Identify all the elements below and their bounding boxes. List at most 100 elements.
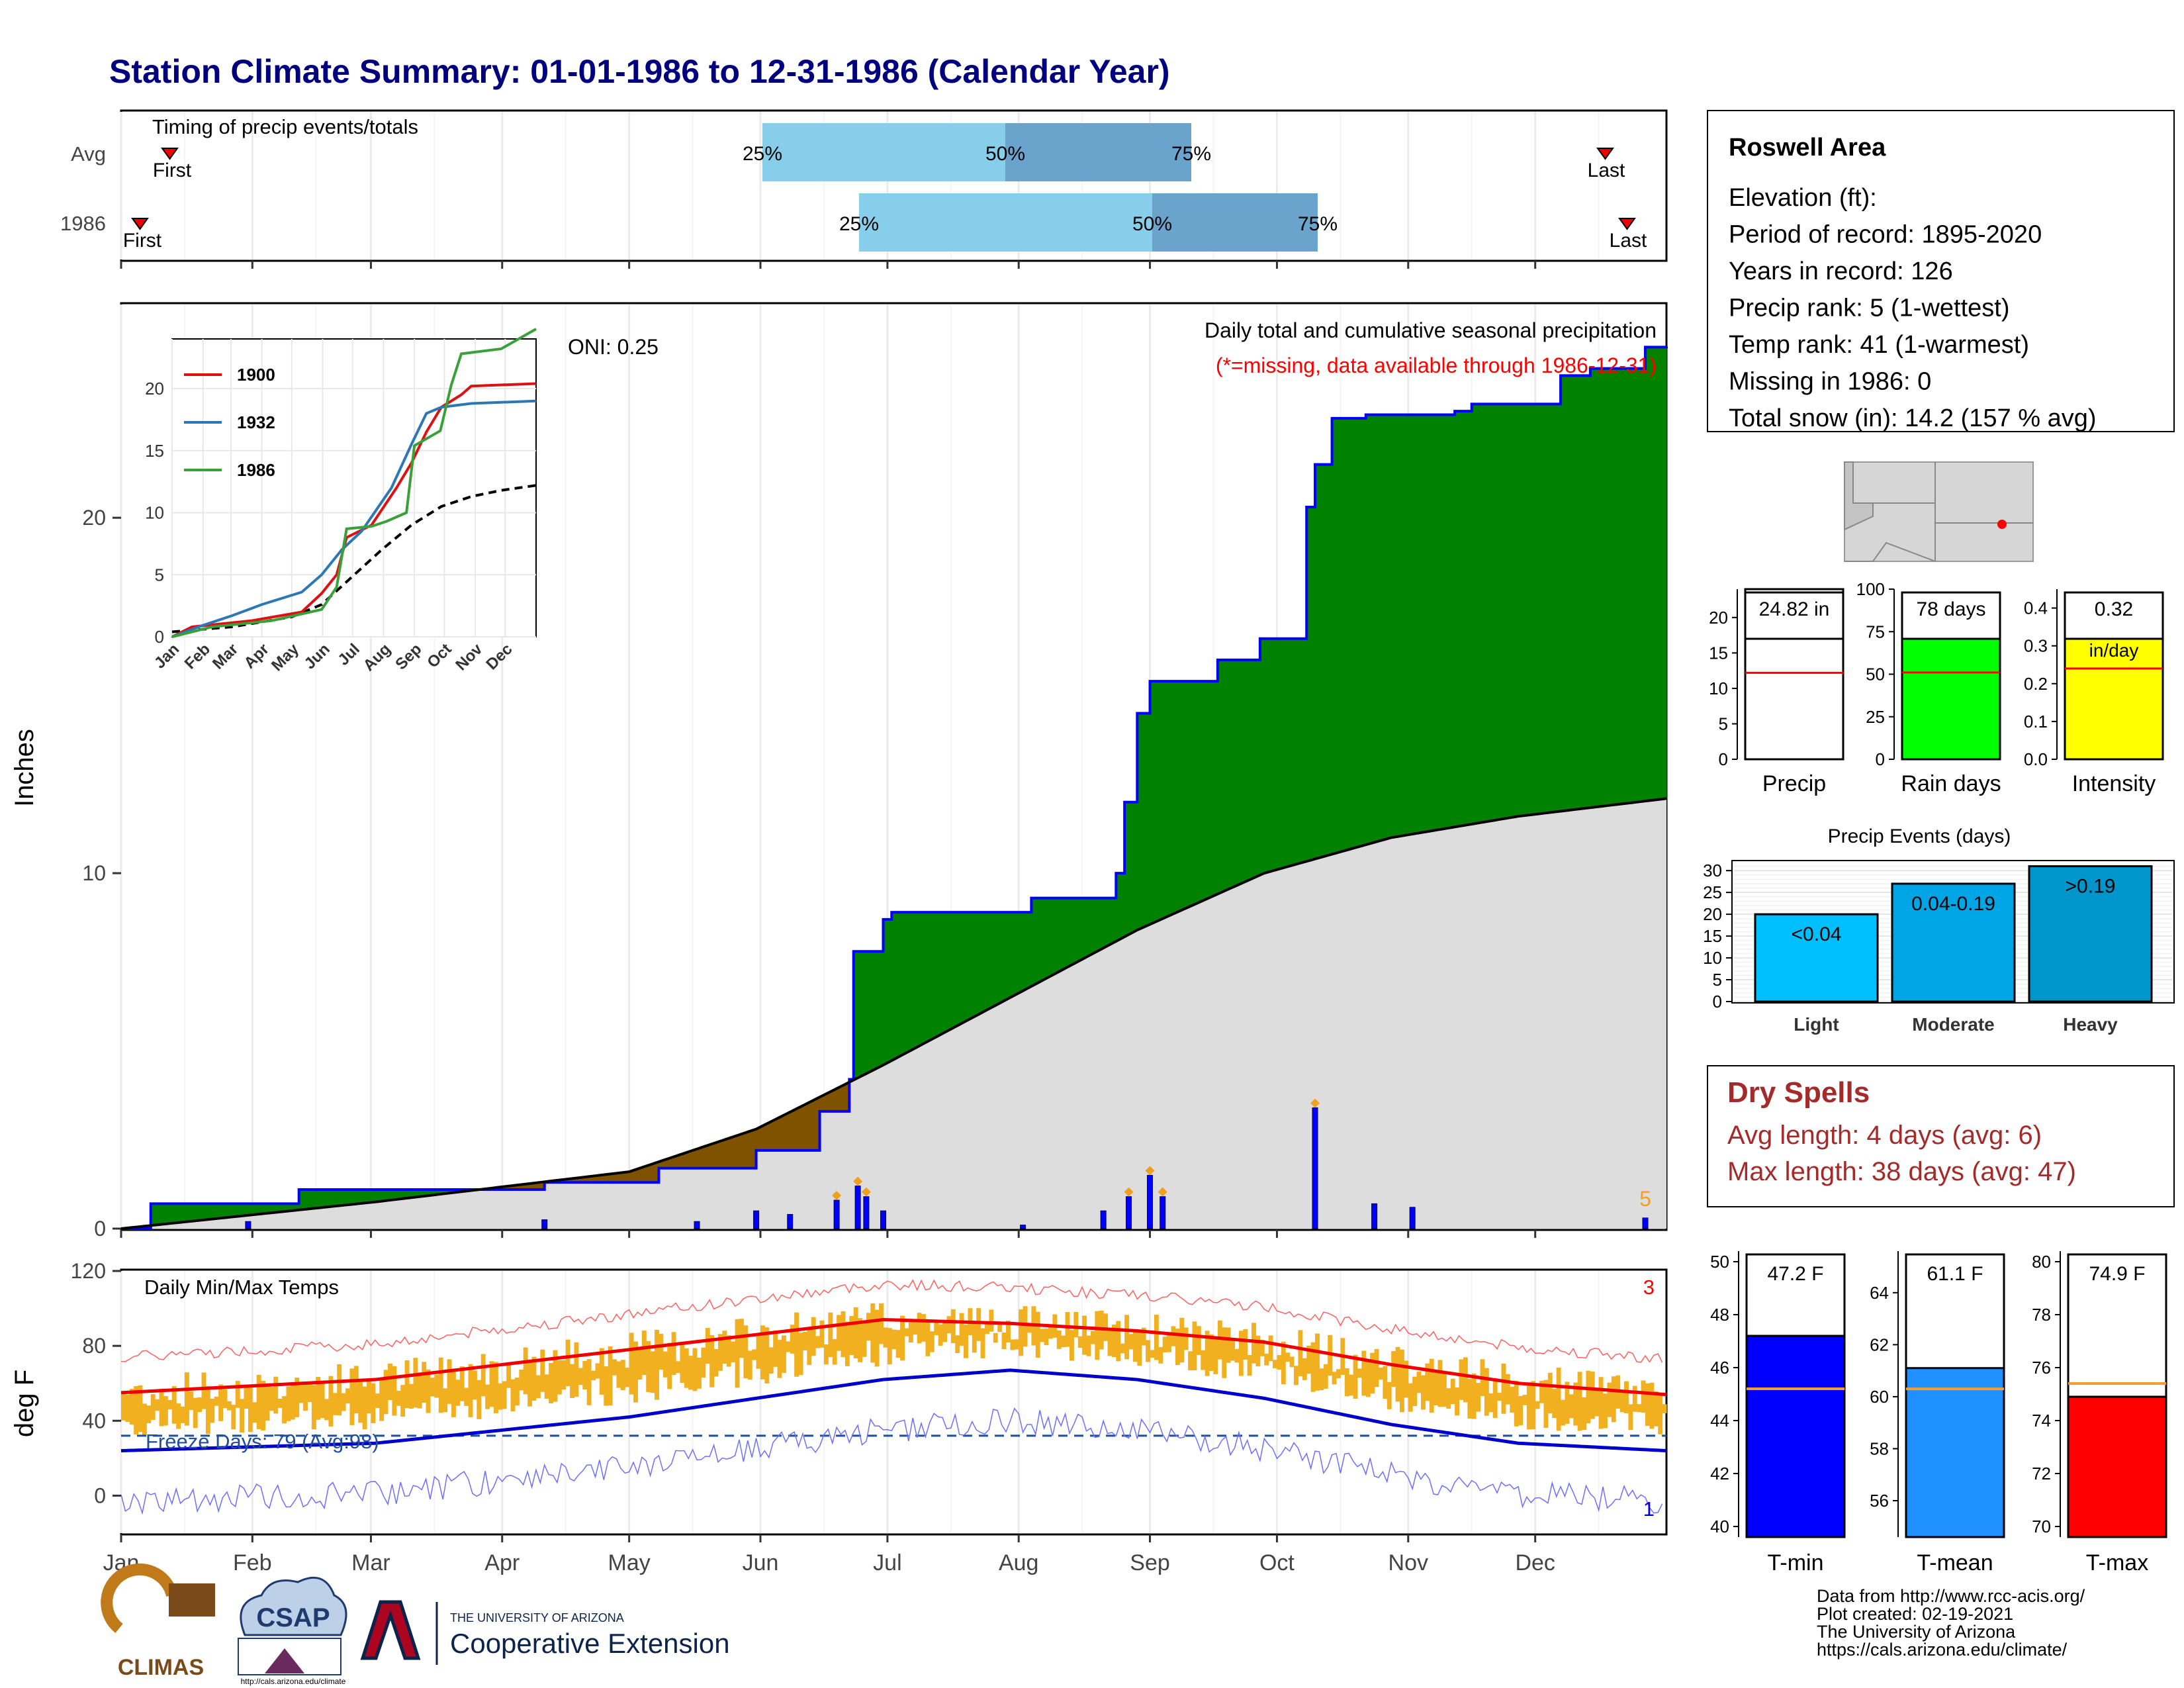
dry-spells-title: Dry Spells [1727,1076,1870,1109]
avg-max-line [120,1318,1667,1397]
temp-bar-ytick-label: 72 [2032,1464,2051,1483]
csap-logo: CSAP http://cals.arizona.edu/climate [238,1576,347,1686]
station-name: Roswell Area [1729,134,1886,162]
record-max-line [120,1279,1663,1363]
daily-precip-bar [1126,1196,1132,1229]
temp-bar-ytick-label: 46 [1710,1358,1729,1378]
cold-days-count: 1 [1643,1497,1655,1521]
summary-ytick-label: 5 [1719,714,1728,733]
heavy-event-marker [1145,1166,1155,1176]
month-label: Jul [873,1550,901,1575]
station-info-line: Elevation (ft): [1729,184,1877,212]
temp-bar-ytick-label: 42 [1710,1464,1729,1483]
summary-ytick-label: 20 [1709,608,1728,628]
avg-first-marker [161,148,179,160]
summary-label: Precip [1762,771,1826,796]
summary-bar [2064,637,2164,761]
daily-precip-bar [787,1214,794,1229]
precip-event-bar [1754,913,1879,1003]
month-label: Apr [484,1550,520,1575]
climas-logo: CLIMAS [101,1563,215,1680]
heavy-event-marker [832,1191,842,1201]
precip-ylabel: Inches [10,729,39,807]
month-label: Feb [233,1550,272,1575]
month-label: Jun [743,1550,779,1575]
month-label: Oct [1259,1550,1295,1575]
precip-event-bar [1891,882,2016,1003]
temp-bar-ytick-label: 80 [2032,1252,2051,1272]
temp-title: Daily Min/Max Temps [144,1276,339,1299]
temp-bar-ytick-label: 76 [2032,1358,2051,1378]
inset-ytick-label: 10 [145,503,164,523]
summary-ytick-label: 0 [1876,749,1885,769]
temp-bar-ytick-label: 62 [1870,1335,1889,1354]
precip-event-text: <0.04 [1792,923,1842,945]
precip-event-bar [2028,865,2153,1003]
precip-caption: Daily total and cumulative seasonal prec… [1205,318,1657,342]
daily-precip-bar [1642,1217,1649,1229]
summary-ytick-label: 0 [1719,749,1728,769]
month-label: Mar [351,1550,390,1575]
temp-bar-ytick-label: 44 [1710,1411,1729,1430]
precip-missing-note: (*=missing, data available through 1986-… [1216,353,1657,377]
avg-last-label: Last [1588,160,1625,181]
summary-value: 24.82 in [1759,598,1830,620]
daily-precip-bar [694,1221,700,1229]
events-ytick-label: 15 [1703,926,1722,946]
month-label: Aug [999,1550,1039,1575]
daily-precip-bar [245,1221,251,1229]
daily-precip-bar [880,1210,887,1229]
avg-cumulative-fill [121,798,1666,1229]
temp-bar-ytick-label: 56 [1870,1491,1889,1511]
summary-label: Intensity [2072,771,2156,796]
temp-bar-ytick-label: 78 [2032,1305,2051,1325]
avg-25-50-band [762,123,1005,181]
inset-ytick-label: 15 [145,441,164,461]
temp-bar-label: T-max [2086,1550,2148,1575]
station-location-dot [1997,520,2007,529]
precip-events-title: Precip Events (days) [1828,825,2011,847]
page-title: Station Climate Summary: 01-01-1986 to 1… [109,53,1170,90]
credit-line: https://cals.arizona.edu/climate/ [1817,1640,2068,1660]
precip-ytick-label: 10 [82,861,106,885]
heavy-event-marker [1124,1187,1134,1197]
summary-bar [1901,626,2001,761]
yr-p75-label: 75% [1298,213,1338,235]
station-info-line: Temp rank: 41 (1-warmest) [1729,331,2029,359]
temperature-summary-bars: 40 42 44 46 48 50 47.2 F T-min 56 58 60 62 64 61.1 F T… [1710,1251,2167,1575]
locator-map [1844,461,2034,562]
precip-ytick-label: 20 [82,506,106,530]
yr-last-label: Last [1610,230,1647,252]
summary-ytick-label: 15 [1709,643,1728,663]
station-info-line: Precip rank: 5 (1-wettest) [1729,295,2009,322]
precip-event-label: Moderate [1912,1014,1994,1035]
temp-bar-value: 61.1 F [1927,1263,1983,1285]
avg-last-marker [1596,148,1614,160]
temp-bar-ytick-label: 58 [1870,1438,1889,1458]
station-info-line: Period of record: 1895-2020 [1729,221,2042,249]
yr-p25-label: 25% [839,213,879,235]
timing-title: Timing of precip events/totals [152,115,418,138]
heavy-event-marker [1158,1187,1167,1197]
daily-precip-bar [753,1210,760,1229]
daily-precip-bar [1160,1196,1166,1229]
month-label: Nov [1388,1550,1428,1575]
logos: CLIMAS CSAP http://cals.arizona.edu/clim… [101,1563,730,1686]
summary-ytick-label: 0.1 [2024,712,2048,731]
summary-value: 0.32 [2095,598,2133,620]
summary-ytick-label: 0.3 [2024,636,2048,656]
timing-panel: Timing of precip events/totals Avg 1986 … [60,109,1668,262]
dry-spells-avg: Avg length: 4 days (avg: 6) [1727,1121,2042,1150]
month-label: May [608,1550,651,1575]
events-ytick-label: 20 [1703,904,1722,924]
temp-bar-ytick-label: 64 [1870,1283,1889,1303]
yr-p50-label: 50% [1132,213,1172,235]
precip-event-label: Light [1794,1014,1839,1035]
summary-ytick-label: 50 [1866,665,1885,684]
heavy-event-marker [853,1176,863,1186]
summary-ytick-label: 75 [1866,622,1885,641]
temp-bar-ytick-label: 74 [2032,1411,2051,1430]
inset-legend-label: 1900 [237,365,275,385]
